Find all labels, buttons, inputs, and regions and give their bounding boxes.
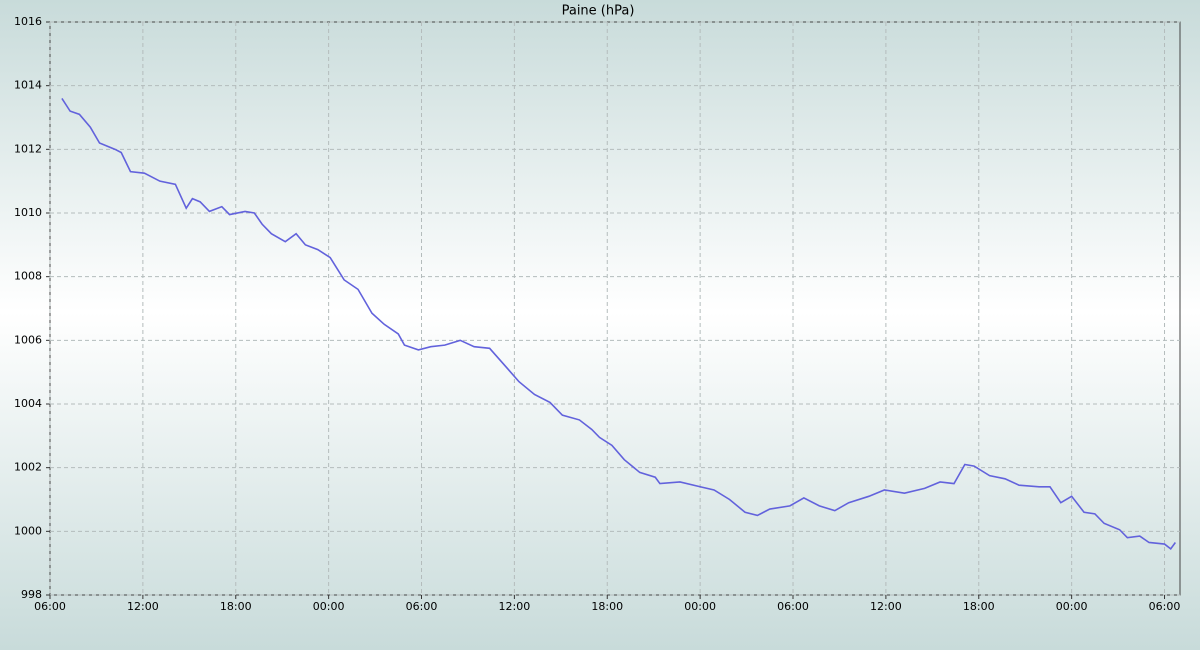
x-tick-label: 00:00 bbox=[1056, 600, 1088, 613]
x-tick-label: 12:00 bbox=[499, 600, 531, 613]
y-tick-label: 1008 bbox=[14, 270, 42, 283]
y-tick-label: 1004 bbox=[14, 397, 42, 410]
chart-title: Paine (hPa) bbox=[562, 4, 635, 19]
x-tick-label: 18:00 bbox=[591, 600, 623, 613]
y-tick-label: 1016 bbox=[14, 15, 42, 28]
x-tick-label: 18:00 bbox=[220, 600, 252, 613]
x-tick-label: 12:00 bbox=[870, 600, 902, 613]
x-tick-label: 12:00 bbox=[127, 600, 159, 613]
x-tick-label: 06:00 bbox=[34, 600, 66, 613]
y-tick-label: 1006 bbox=[14, 333, 42, 346]
x-tick-label: 00:00 bbox=[684, 600, 716, 613]
x-tick-label: 18:00 bbox=[963, 600, 995, 613]
y-tick-label: 1002 bbox=[14, 461, 42, 474]
y-tick-label: 1000 bbox=[14, 524, 42, 537]
x-tick-label: 06:00 bbox=[1149, 600, 1181, 613]
y-tick-label: 998 bbox=[21, 588, 42, 601]
data-line bbox=[61, 97, 1177, 550]
y-tick-label: 1010 bbox=[14, 206, 42, 219]
x-tick-label: 06:00 bbox=[777, 600, 809, 613]
plot-frame bbox=[49, 21, 1181, 596]
x-tick-label: 06:00 bbox=[406, 600, 438, 613]
y-tick-label: 1014 bbox=[14, 79, 42, 92]
x-tick-label: 00:00 bbox=[313, 600, 345, 613]
y-tick-label: 1012 bbox=[14, 142, 42, 155]
